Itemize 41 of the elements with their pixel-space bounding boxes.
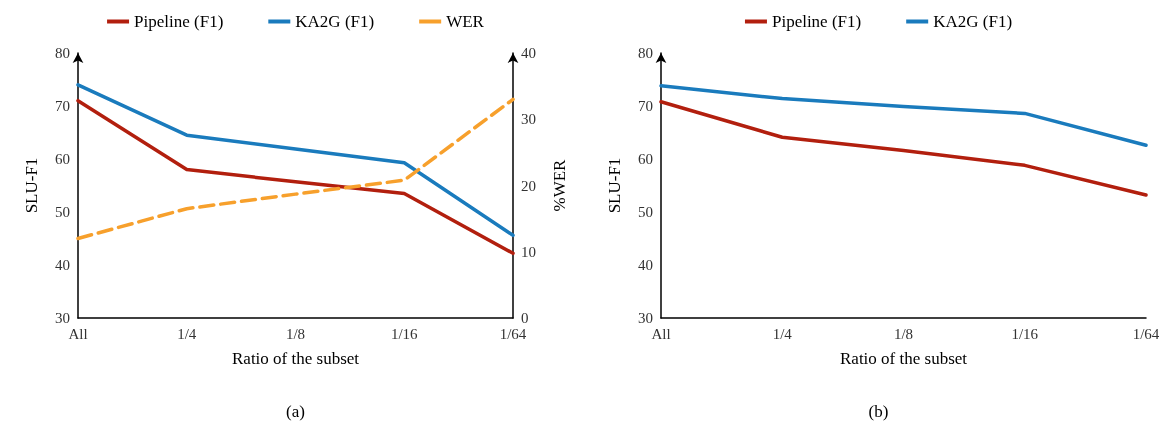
x-tick-label: 1/8 (285, 325, 306, 342)
y2-tick-label: 30 (521, 111, 536, 128)
line-series (659, 100, 1148, 197)
legend-label: KA2G (F1) (295, 12, 375, 31)
y2-tick-label: 20 (521, 177, 536, 194)
y-tick-label: 50 (638, 204, 653, 220)
x-axis-title: Ratio of the subset (231, 349, 360, 368)
y-axis-title: SLU-F1 (605, 157, 624, 214)
y-tick-label: 70 (55, 98, 70, 114)
y-tick-label: 40 (55, 257, 70, 273)
y-tick-label: 50 (55, 204, 70, 220)
y-tick-label: 30 (55, 310, 70, 326)
x-tick-label: 1/16 (390, 325, 419, 342)
legend-label: Pipeline (F1) (134, 12, 224, 31)
line-series (659, 84, 1148, 147)
y2-tick-label: 40 (521, 45, 536, 61)
text: (a) (286, 402, 305, 421)
y-tick-label: 60 (55, 151, 70, 167)
legend-label: Pipeline (F1) (771, 12, 862, 31)
x-axis-title: Ratio of the subset (839, 349, 968, 368)
x-tick-label: All (651, 325, 671, 342)
y2-tick-label: 0 (521, 310, 529, 326)
x-tick-label: 1/8 (893, 325, 914, 342)
x-tick-label: 1/4 (772, 325, 793, 342)
y-axis-title: SLU-F1 (22, 157, 41, 214)
x-tick-label: 1/64 (499, 325, 527, 342)
x-tick-label: 1/64 (1132, 325, 1160, 342)
y2-axis-title: %WER (550, 158, 569, 212)
y-tick-label: 40 (638, 257, 653, 273)
y-tick-label: 80 (638, 45, 653, 61)
legend-label: KA2G (F1) (933, 12, 1013, 31)
x-tick-label: 1/4 (177, 325, 197, 342)
y2-tick-label: 10 (521, 243, 536, 260)
x-tick-label: All (68, 325, 88, 342)
y-tick-label: 80 (55, 45, 70, 61)
x-tick-label: 1/16 (1011, 325, 1039, 342)
y-tick-label: 30 (638, 310, 653, 326)
text: (b) (868, 402, 889, 421)
y-tick-label: 70 (638, 98, 653, 114)
legend-label: WER (446, 12, 485, 31)
y-tick-label: 60 (638, 151, 653, 167)
